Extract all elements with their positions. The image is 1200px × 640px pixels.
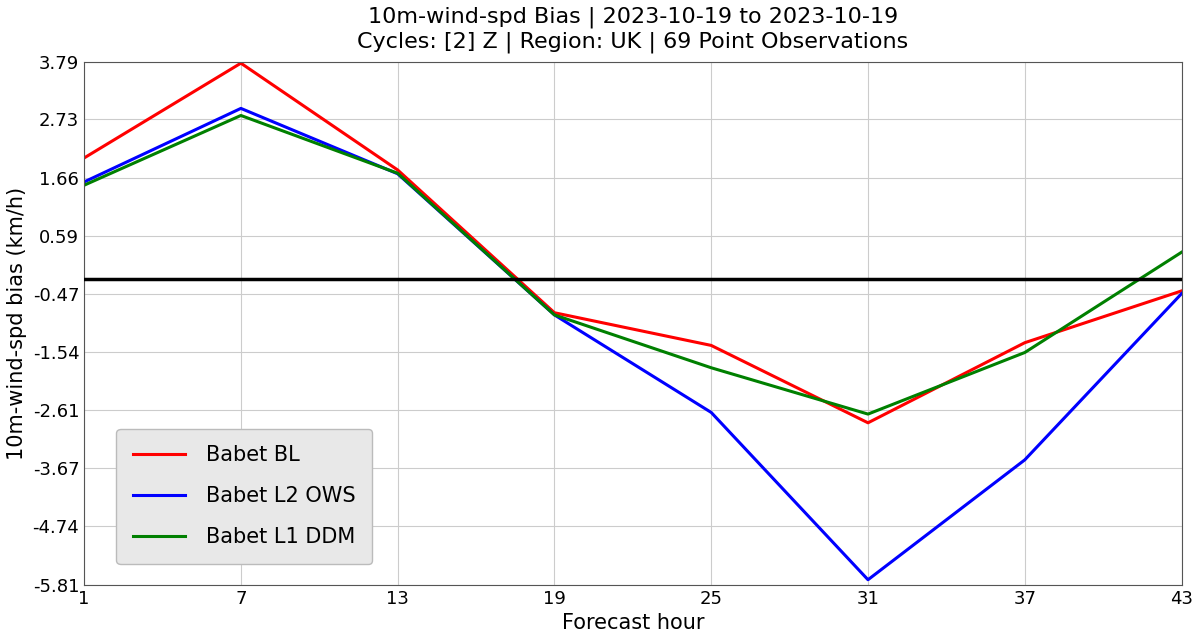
X-axis label: Forecast hour: Forecast hour — [562, 613, 704, 633]
Babet L1 DDM — [390, 170, 404, 177]
Babet L1 DDM — [77, 181, 91, 189]
Line: Babet L1 DDM: Babet L1 DDM — [84, 115, 1182, 414]
Babet BL — [234, 60, 248, 67]
Babet BL — [77, 154, 91, 162]
Babet L1 DDM — [1018, 349, 1032, 356]
Babet L1 DDM — [860, 410, 875, 418]
Babet L1 DDM — [547, 311, 562, 319]
Babet L2 OWS — [547, 311, 562, 319]
Babet L1 DDM — [1175, 248, 1189, 256]
Babet BL — [860, 419, 875, 427]
Babet L2 OWS — [1175, 290, 1189, 298]
Babet L2 OWS — [77, 178, 91, 186]
Babet BL — [547, 309, 562, 317]
Babet BL — [1175, 287, 1189, 295]
Babet BL — [1018, 339, 1032, 346]
Line: Babet BL: Babet BL — [84, 63, 1182, 423]
Babet L2 OWS — [860, 576, 875, 584]
Babet L1 DDM — [704, 364, 719, 372]
Babet BL — [704, 342, 719, 349]
Line: Babet L2 OWS: Babet L2 OWS — [84, 108, 1182, 580]
Title: 10m-wind-spd Bias | 2023-10-19 to 2023-10-19
Cycles: [2] Z | Region: UK | 69 Poi: 10m-wind-spd Bias | 2023-10-19 to 2023-1… — [358, 7, 908, 53]
Babet L2 OWS — [390, 170, 404, 178]
Babet L2 OWS — [704, 408, 719, 416]
Babet L2 OWS — [1018, 456, 1032, 464]
Babet BL — [390, 166, 404, 174]
Y-axis label: 10m-wind-spd bias (km/h): 10m-wind-spd bias (km/h) — [7, 186, 26, 460]
Babet L1 DDM — [234, 111, 248, 119]
Legend: Babet BL, Babet L2 OWS, Babet L1 DDM: Babet BL, Babet L2 OWS, Babet L1 DDM — [116, 429, 372, 564]
Babet L2 OWS — [234, 104, 248, 112]
